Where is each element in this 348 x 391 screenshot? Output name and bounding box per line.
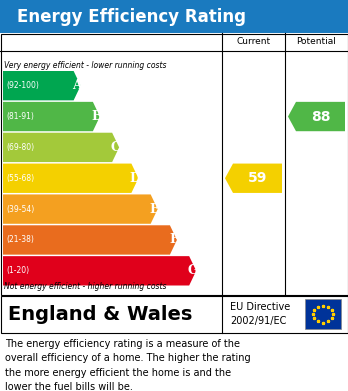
Text: B: B [91,110,102,123]
Text: Energy Efficiency Rating: Energy Efficiency Rating [17,7,246,25]
Text: (55-68): (55-68) [6,174,34,183]
Text: D: D [129,172,140,185]
Text: The energy efficiency rating is a measure of the
overall efficiency of a home. T: The energy efficiency rating is a measur… [5,339,251,391]
Bar [0,296,348,332]
Text: F: F [169,233,178,246]
Polygon shape [3,225,177,255]
Text: Not energy efficient - higher running costs: Not energy efficient - higher running co… [4,282,166,291]
Text: (81-91): (81-91) [6,112,34,121]
Text: 2002/91/EC: 2002/91/EC [230,316,286,326]
Text: E: E [149,203,159,215]
Bar [0,34,348,294]
Text: (69-80): (69-80) [6,143,34,152]
Polygon shape [3,256,196,285]
Polygon shape [225,163,282,193]
Text: G: G [187,264,198,277]
Text: 88: 88 [311,109,330,124]
Text: 59: 59 [248,171,267,185]
Bar [305,299,341,329]
Text: Very energy efficient - lower running costs: Very energy efficient - lower running co… [4,61,166,70]
Polygon shape [288,102,345,131]
Text: A: A [72,79,82,92]
Polygon shape [3,194,158,224]
Bar [0,0,348,33]
Text: Potential: Potential [296,38,337,47]
Text: (1-20): (1-20) [6,266,29,275]
Text: England & Wales: England & Wales [8,305,192,323]
Text: EU Directive: EU Directive [230,302,290,312]
Polygon shape [3,71,81,100]
Text: (92-100): (92-100) [6,81,39,90]
Text: (39-54): (39-54) [6,204,34,213]
Text: Current: Current [236,38,270,47]
Text: C: C [111,141,121,154]
Text: (21-38): (21-38) [6,235,34,244]
Polygon shape [3,163,139,193]
Polygon shape [3,133,119,162]
Polygon shape [3,102,100,131]
